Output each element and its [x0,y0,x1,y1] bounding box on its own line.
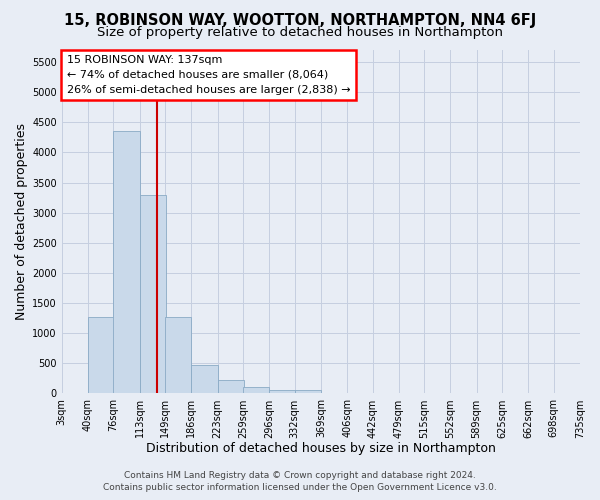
Bar [269,390,295,394]
Bar [191,364,218,394]
Text: Contains HM Land Registry data © Crown copyright and database right 2024.
Contai: Contains HM Land Registry data © Crown c… [103,471,497,492]
Bar [218,380,244,394]
Bar [88,317,114,394]
X-axis label: Distribution of detached houses by size in Northampton: Distribution of detached houses by size … [146,442,496,455]
Text: 15, ROBINSON WAY, WOOTTON, NORTHAMPTON, NN4 6FJ: 15, ROBINSON WAY, WOOTTON, NORTHAMPTON, … [64,12,536,28]
Text: 15 ROBINSON WAY: 137sqm
← 74% of detached houses are smaller (8,064)
26% of semi: 15 ROBINSON WAY: 137sqm ← 74% of detache… [67,55,350,95]
Bar [165,317,191,394]
Bar [113,132,140,394]
Bar [295,390,321,394]
Text: Size of property relative to detached houses in Northampton: Size of property relative to detached ho… [97,26,503,39]
Bar [140,194,166,394]
Y-axis label: Number of detached properties: Number of detached properties [15,123,28,320]
Bar [243,388,269,394]
